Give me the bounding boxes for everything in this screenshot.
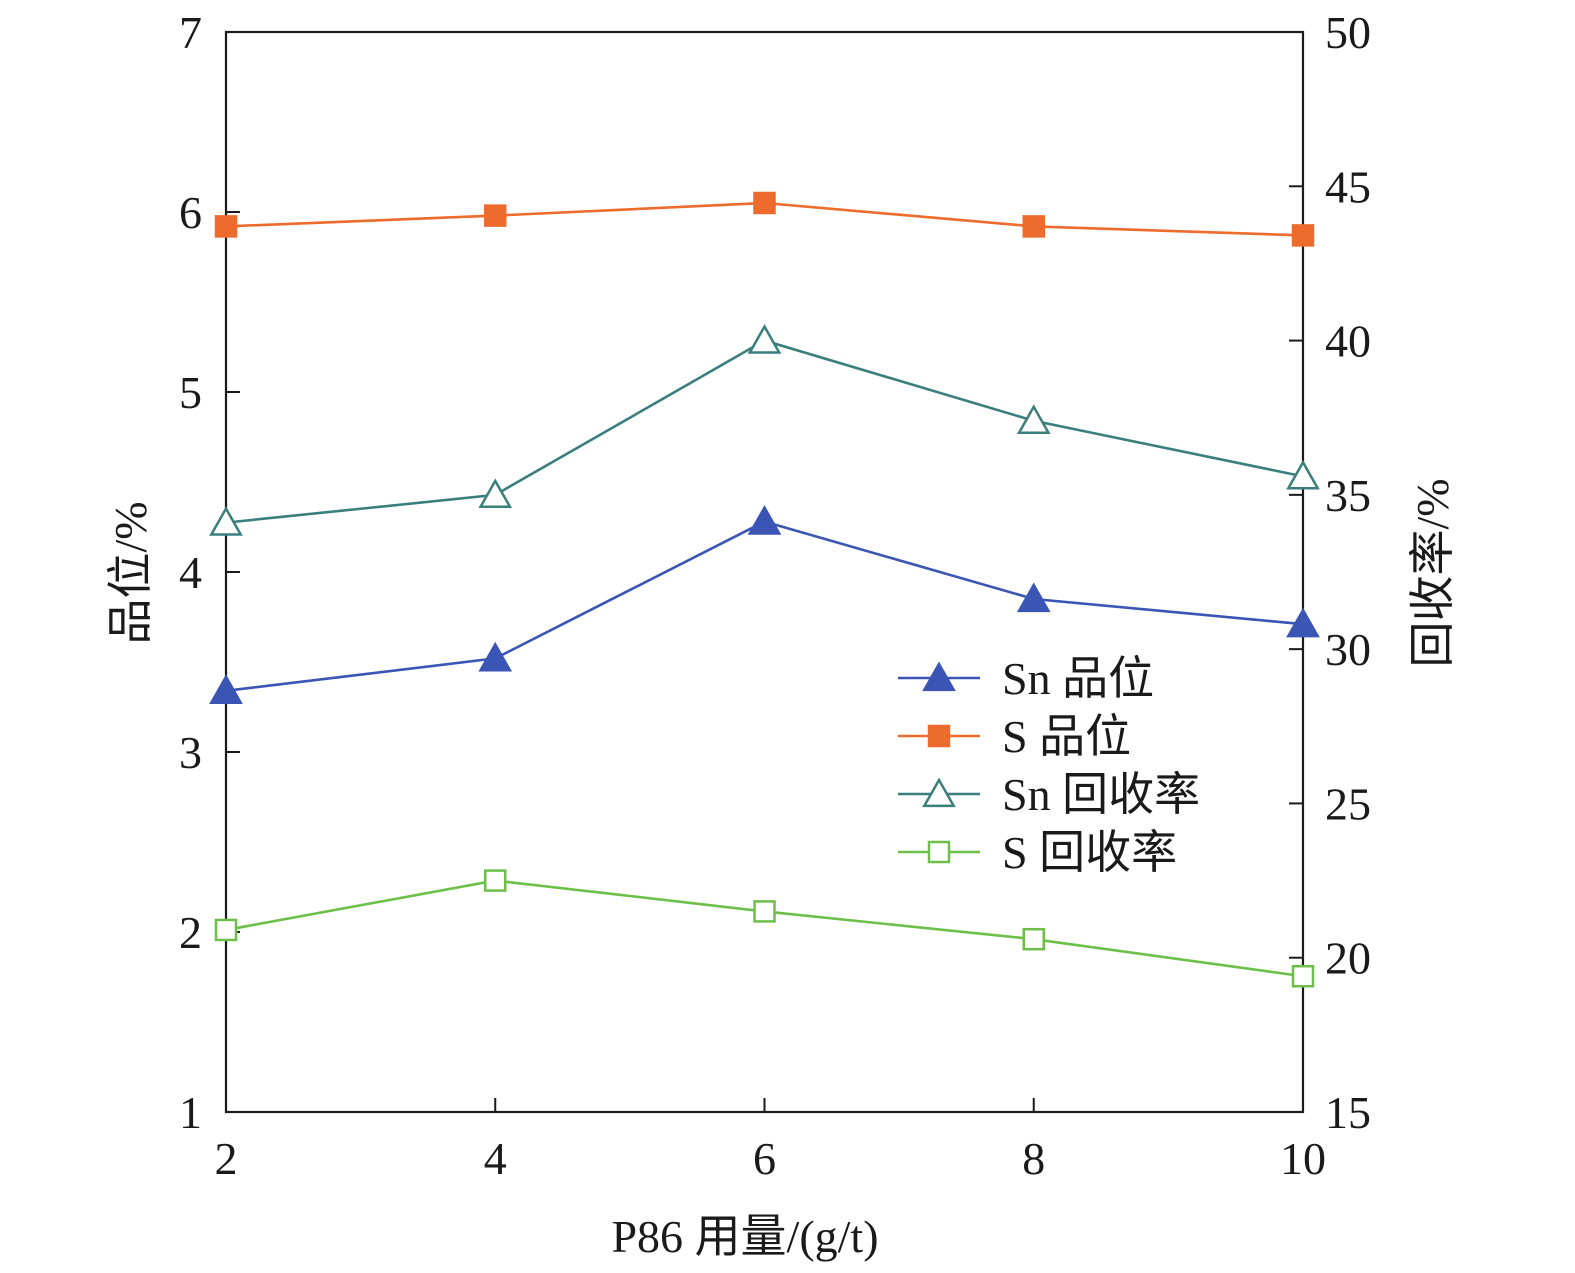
data-point <box>1016 582 1051 613</box>
legend-item: Sn 品位 <box>898 653 1154 704</box>
series-line <box>225 339 1304 524</box>
data-point <box>214 215 238 238</box>
legend-item: S 回收率 <box>898 827 1177 878</box>
data-point <box>484 869 507 892</box>
y-right-tick-label: 40 <box>1325 316 1371 367</box>
data-point <box>1022 215 1045 238</box>
legend-marker <box>922 661 956 692</box>
legend-marker <box>927 840 951 864</box>
x-tick-label: 2 <box>215 1133 238 1184</box>
y-left-tick-label: 5 <box>179 367 202 418</box>
x-axis: 2 4 6 8 10 <box>215 1098 1326 1184</box>
data-point <box>478 478 513 509</box>
y-axis-left-title: 品位/% <box>105 501 156 644</box>
x-tick-label: 4 <box>484 1133 507 1184</box>
x-tick-label: 6 <box>753 1133 776 1184</box>
data-point <box>1016 404 1051 434</box>
series-1 <box>214 191 1315 247</box>
legend-item: S 品位 <box>898 711 1131 762</box>
data-point <box>484 204 507 227</box>
y-left-tick-label: 2 <box>179 907 202 958</box>
legend: Sn 品位 S 品位 Sn 回收率 S 回收率 <box>898 653 1200 878</box>
y-right-tick-label: 35 <box>1325 470 1371 521</box>
series-line <box>225 879 1304 978</box>
y-axis-left: 1 2 3 4 5 6 7 <box>179 7 240 1138</box>
y-right-tick-label: 30 <box>1325 624 1371 675</box>
data-point <box>1286 459 1320 490</box>
data-point <box>753 900 776 923</box>
data-point <box>1291 964 1315 988</box>
data-point <box>753 191 776 215</box>
y-left-tick-label: 4 <box>179 547 202 598</box>
y-axis-right-title: 回收率/% <box>1407 478 1458 667</box>
legend-marker <box>927 724 951 748</box>
data-point <box>747 324 782 354</box>
y-left-tick-label: 3 <box>179 727 202 778</box>
y-right-tick-label: 50 <box>1325 7 1371 58</box>
data-point <box>1022 927 1045 951</box>
series-2 <box>209 324 1320 536</box>
legend-label: Sn 回收率 <box>1002 769 1200 820</box>
y-right-tick-label: 25 <box>1325 778 1371 829</box>
legend-label: Sn 品位 <box>1002 653 1154 704</box>
x-tick-label: 10 <box>1280 1133 1326 1184</box>
data-point <box>209 674 243 704</box>
legend-marker <box>922 777 956 808</box>
legend-label: S 品位 <box>1002 711 1131 762</box>
y-left-tick-label: 1 <box>179 1087 202 1138</box>
series-0 <box>209 505 1320 704</box>
y-left-tick-label: 6 <box>179 187 202 238</box>
series-3 <box>214 869 1315 988</box>
series-layer <box>209 191 1320 988</box>
y-right-tick-label: 45 <box>1325 161 1371 212</box>
data-point <box>1291 224 1315 247</box>
y-axis-right: 15 20 25 30 35 40 45 50 <box>1289 7 1371 1138</box>
y-right-tick-label: 20 <box>1325 933 1371 984</box>
data-point <box>747 505 782 535</box>
legend-label: S 回收率 <box>1002 827 1177 878</box>
x-axis-title: P86 用量/(g/t) <box>611 1211 878 1262</box>
y-left-tick-label: 7 <box>179 7 202 58</box>
legend-item: Sn 回收率 <box>898 769 1200 820</box>
data-point <box>214 918 238 942</box>
data-point <box>478 641 513 672</box>
y-right-tick-label: 15 <box>1325 1087 1371 1138</box>
data-point <box>209 506 243 536</box>
data-point <box>1286 607 1320 638</box>
x-tick-label: 8 <box>1022 1133 1045 1184</box>
